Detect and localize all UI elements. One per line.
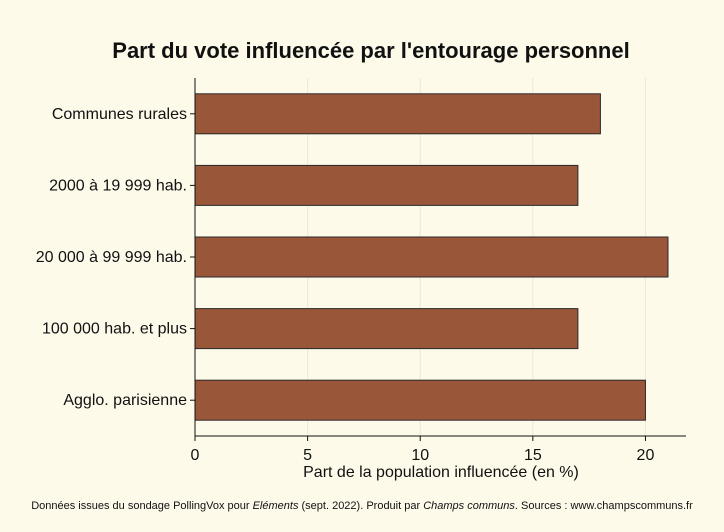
category-label-4: Agglo. parisienne bbox=[63, 392, 187, 409]
category-label-1: 2000 à 19 999 hab. bbox=[49, 177, 187, 194]
x-tick-label-3: 15 bbox=[524, 447, 542, 464]
footer-text-1: Données issues du sondage PollingVox pou… bbox=[31, 500, 253, 512]
footer-text-2: (sept. 2022). Produit par bbox=[298, 500, 424, 512]
x-tick-label-4: 20 bbox=[637, 447, 655, 464]
category-label-0: Communes rurales bbox=[52, 106, 187, 123]
x-tick-label-0: 0 bbox=[191, 447, 200, 464]
chart: Part du vote influencée par l'entourage … bbox=[36, 38, 686, 481]
x-tick-label-1: 5 bbox=[303, 447, 312, 464]
bars bbox=[194, 93, 669, 421]
x-axis-label: Part de la population influencée (en %) bbox=[303, 464, 579, 481]
x-tick-label-2: 10 bbox=[411, 447, 429, 464]
bar-2 bbox=[194, 236, 669, 278]
bar-0 bbox=[194, 93, 601, 135]
category-label-3: 100 000 hab. et plus bbox=[42, 321, 187, 338]
footer-italic-2: Champs communs bbox=[423, 500, 515, 512]
axes: Communes rurales 2000 à 19 999 hab. 20 000… bbox=[36, 78, 686, 464]
chart-title: Part du vote influencée par l'entourage … bbox=[112, 38, 629, 63]
footer-note: Données issues du sondage PollingVox pou… bbox=[0, 500, 724, 512]
bar-1 bbox=[194, 164, 579, 206]
bar-3 bbox=[194, 308, 579, 350]
category-label-2: 20 000 à 99 999 hab. bbox=[36, 249, 187, 266]
bar-4 bbox=[194, 379, 646, 421]
footer-italic-1: Eléments bbox=[252, 500, 299, 512]
footer-text-3: . Sources : www.champscommuns.fr bbox=[514, 500, 693, 512]
